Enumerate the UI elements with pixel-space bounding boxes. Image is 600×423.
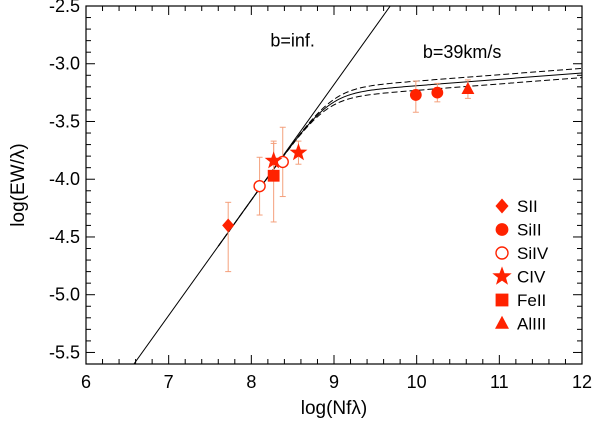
annotations: b=inf. b=39km/s <box>270 30 501 62</box>
legend-label: CIV <box>517 268 546 287</box>
legend-marker-sii <box>495 198 509 214</box>
data-point-siii <box>431 86 444 99</box>
legend-label: SiII <box>517 221 542 240</box>
data-point-sii <box>222 218 235 233</box>
y-tick-label: -3.0 <box>49 54 80 74</box>
x-tick-label: 11 <box>490 372 509 392</box>
legend-label: FeII <box>517 291 546 310</box>
data-point-civ <box>264 151 283 169</box>
legend-label: SiIV <box>517 244 549 263</box>
legend: SII SiII SiIV CIV FeII AlIII <box>492 197 549 334</box>
annotation-label: b=39km/s <box>423 42 502 62</box>
x-axis-label: log(Nfλ) <box>301 398 368 419</box>
error-bars <box>225 79 471 273</box>
data-point-aliii <box>461 81 475 94</box>
plot-frame <box>85 5 583 365</box>
y-tick-label: -4.0 <box>49 169 80 189</box>
data-point-siiv <box>253 179 266 193</box>
x-tick-label: 9 <box>329 372 339 392</box>
legend-marker-siiv <box>495 246 509 260</box>
legend-marker-siii <box>495 223 509 236</box>
y-tick-label: -5.5 <box>49 342 80 362</box>
legend-label: SII <box>517 197 538 216</box>
x-tick-label: 7 <box>164 372 174 392</box>
y-tick-label: -2.5 <box>49 0 80 16</box>
axis-ticks <box>85 5 583 365</box>
data-point-siii <box>409 89 422 101</box>
y-tick-label: -3.5 <box>49 111 80 131</box>
y-tick-labels: -2.5 -3.0 -3.5 -4.0 -4.5 -5.0 -5.5 <box>49 0 80 362</box>
x-tick-label: 10 <box>407 372 427 392</box>
y-axis-label: log(EW/λ) <box>8 143 29 226</box>
legend-marker-feii <box>495 293 509 307</box>
data-point-feii <box>267 169 280 182</box>
x-tick-label: 12 <box>572 372 592 392</box>
y-tick-label: -5.0 <box>49 285 80 305</box>
data-markers <box>222 81 475 233</box>
x-tick-label: 6 <box>81 372 91 392</box>
model-curves <box>133 6 582 364</box>
data-point-civ <box>289 143 308 161</box>
legend-marker-civ <box>492 266 512 285</box>
legend-label: AlIII <box>517 315 546 334</box>
x-tick-label: 8 <box>246 372 256 392</box>
annotation-label: b=inf. <box>270 30 315 50</box>
legend-marker-aliii <box>495 315 509 329</box>
y-tick-label: -4.5 <box>49 227 80 247</box>
x-tick-labels: 6 7 8 9 10 11 12 <box>81 372 592 392</box>
